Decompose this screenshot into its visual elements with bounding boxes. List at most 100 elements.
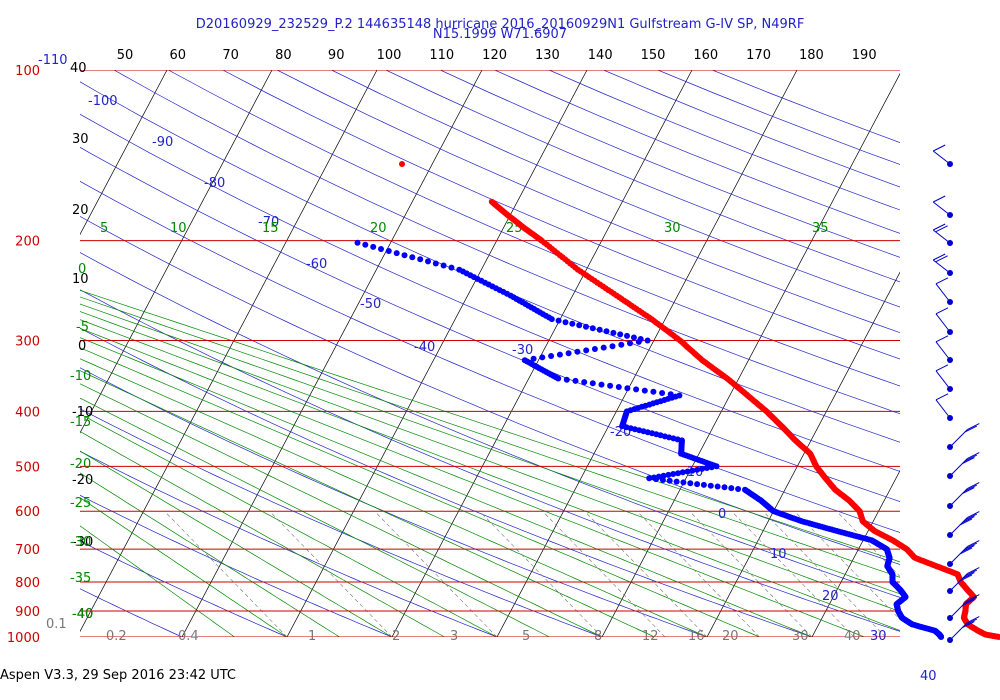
dewpoint-point [609,343,616,350]
dewpoint-point [401,252,408,259]
moist-adiabat-label: -35 [70,571,91,586]
dewpoint-point [651,474,657,481]
mixing-ratio-line [636,511,760,637]
moist-adiabat-line [80,337,813,637]
dewpoint-point [694,466,701,473]
dewpoint-point [673,478,680,485]
wind-barb-staff [949,517,968,536]
mixing-ratio-label: 16 [688,629,705,644]
wind-barb-staff [932,229,951,244]
dewpoint-point [694,481,701,488]
dewpoint-point [548,353,555,359]
isotherm-line [601,73,900,637]
isotherm-label: -20 [72,473,93,488]
wind-barb-staff [932,259,951,274]
wind-barb [947,594,980,621]
dewpoint-point [583,347,590,354]
dewpoint-point [680,479,687,486]
wind-barb-flag [932,144,946,152]
dewpoint-point [676,392,683,399]
moist-adiabat-label: -5 [76,320,89,335]
dewpoint-point [432,260,439,267]
wind-barb-staff [935,341,951,361]
isotherm-line [286,70,588,637]
moist-adiabat-label: -15 [70,415,91,430]
dewpoint-point [615,384,622,390]
dewpoint-point [572,377,579,384]
dewpoint-point [456,266,463,273]
dewpoint-point [728,485,735,492]
top-tick-label: 80 [275,48,292,63]
moist-adiabat-line [80,303,900,595]
wind-barb [932,253,953,276]
pressure-tick-label: 400 [15,405,40,420]
isotherm-line [811,469,900,637]
top-tick-label: 180 [799,48,824,63]
dewpoint-point [362,241,369,248]
moist-adiabat-line [80,327,865,637]
dry-adiabat-label: -30 [512,343,533,358]
temperature-point [399,161,405,167]
top-tick-label: 170 [746,48,771,63]
wind-barb-flag [964,618,978,626]
dewpoint-point [565,350,572,357]
mixing-ratio-line [269,511,393,637]
dewpoint-point [607,382,614,389]
dry-adiabat-line [80,146,900,502]
dry-adiabat-line [657,70,900,165]
dewpoint-point [675,470,681,477]
dry-adiabat-line [603,70,900,188]
top-tick-label: 150 [641,48,666,63]
isotherm-line [917,70,1000,637]
dewpoint-point [440,262,447,269]
wind-barb-staff [949,458,968,477]
dry-adiabat-line [80,327,813,637]
mixing-ratio-label: 5 [522,629,530,644]
wind-barb-staff [935,370,951,390]
dewpoint-point [539,354,546,361]
dewpoint-point [448,264,455,271]
isotherm-label: 0 [78,339,86,354]
moist-adiabat-label: -40 [72,607,93,622]
wind-barb-flag [964,596,978,604]
wind-barb-staff [949,546,968,565]
dry-adiabat-label: -100 [88,94,118,109]
dewpoint-point [665,471,672,478]
chart-series [354,161,1000,640]
dry-adiabat-label: -40 [414,340,435,355]
dewpoint-point [598,381,605,388]
dry-adiabat-line [80,540,288,637]
wind-barb-staff [935,283,951,303]
pressure-tick-label: 600 [15,505,40,520]
top-tick-label: 100 [377,48,402,63]
mixing-ratio-label: 40 [844,629,861,644]
dewpoint-point [610,329,617,336]
wind-barb-flag [967,511,980,519]
wind-barb-flag [962,599,975,606]
dry-adiabat-label: 40 [920,669,937,684]
dry-adiabat-label: 30 [870,629,887,644]
wind-barb-staff [935,399,951,419]
dewpoint-point [370,243,377,250]
dewpoint-point [393,250,400,257]
top-tick-label: 120 [482,48,507,63]
wind-barb-flag [967,482,980,490]
dewpoint-point [699,465,705,472]
wind-barb-flag [964,513,978,521]
dewpoint-point [721,484,728,491]
wind-barb-flag [935,307,949,315]
moist-adiabat-label: -25 [70,496,91,511]
moist-adiabat-line [80,431,445,637]
top-tick-label: 50 [117,48,134,63]
moist-adiabat-label: 15 [262,221,279,236]
mixing-ratio-label: 12 [642,629,659,644]
dewpoint-point [624,332,630,339]
moist-adiabat-label: 10 [170,221,187,236]
dry-adiabat-label: -60 [306,257,327,272]
dewpoint-point [624,385,631,392]
pressure-tick-label: 1000 [7,631,40,646]
moist-adiabat-line [80,347,760,637]
dry-adiabat-label: 0 [718,507,726,522]
isotherm-line [80,70,168,236]
